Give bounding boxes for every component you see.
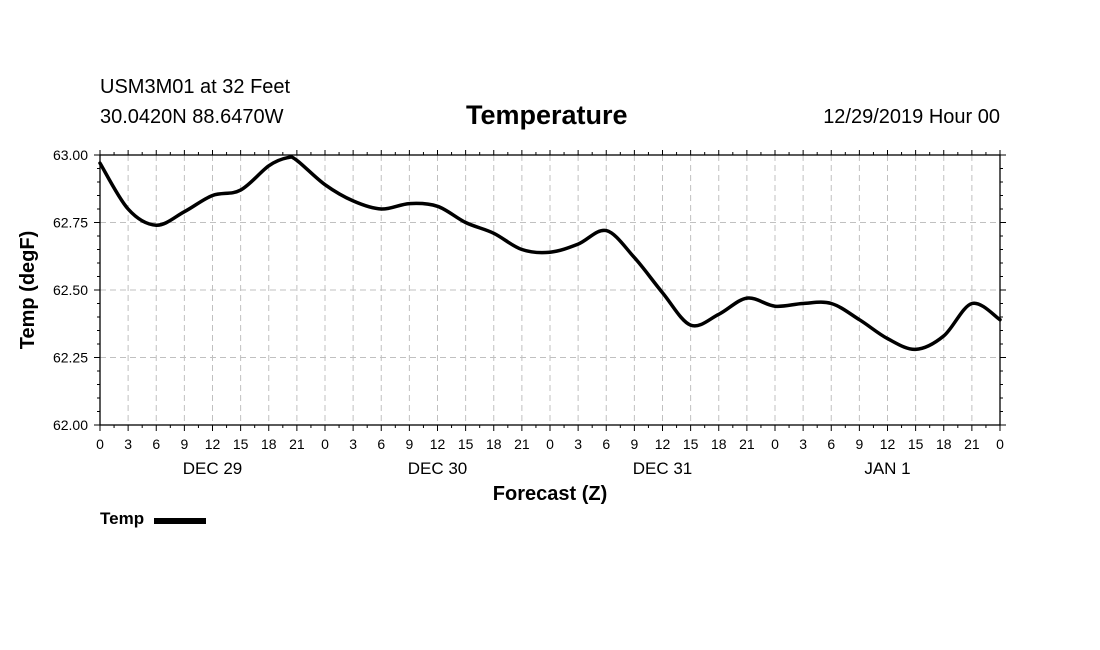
day-label: DEC 29 [183, 459, 243, 478]
x-tick-label: 21 [739, 436, 755, 452]
x-tick-label: 3 [574, 436, 582, 452]
x-tick-label: 0 [546, 436, 554, 452]
y-tick-label: 62.00 [53, 417, 88, 433]
series-line-temp [98, 155, 1002, 352]
x-tick-label: 12 [880, 436, 896, 452]
x-axis-label: Forecast (Z) [493, 483, 607, 505]
station-label: USM3M01 at 32 Feet [100, 76, 291, 98]
x-tick-label: 21 [514, 436, 530, 452]
day-label: JAN 1 [864, 459, 910, 478]
y-tick-label: 62.25 [53, 350, 88, 366]
x-tick-label: 15 [683, 436, 699, 452]
x-tick-label: 15 [458, 436, 474, 452]
y-tick-label: 62.50 [53, 282, 88, 298]
x-tick-label: 15 [908, 436, 924, 452]
legend: Temp [100, 509, 207, 529]
chart-title: Temperature [466, 100, 628, 130]
x-tick-label: 12 [655, 436, 671, 452]
y-axis-label: Temp (degF) [17, 231, 39, 350]
x-tick-label: 0 [96, 436, 104, 452]
x-tick-label: 0 [996, 436, 1004, 452]
y-tick-label: 62.75 [53, 215, 88, 231]
x-tick-label: 12 [430, 436, 446, 452]
x-tick-label: 12 [205, 436, 221, 452]
x-tick-label: 6 [827, 436, 835, 452]
legend-line-swatch [154, 517, 207, 524]
x-tick-label: 9 [855, 436, 863, 452]
x-tick-label: 9 [180, 436, 188, 452]
x-tick-label: 6 [602, 436, 610, 452]
x-tick-label: 18 [486, 436, 502, 452]
forecast-datetime: 12/29/2019 Hour 00 [823, 106, 1000, 128]
x-tick-label: 6 [377, 436, 385, 452]
x-tick-label: 9 [405, 436, 413, 452]
coordinates-label: 30.0420N 88.6470W [100, 106, 284, 128]
x-tick-label: 18 [261, 436, 277, 452]
x-tick-label: 3 [799, 436, 807, 452]
x-tick-label: 15 [233, 436, 249, 452]
x-tick-label: 6 [152, 436, 160, 452]
x-tick-label: 0 [321, 436, 329, 452]
x-tick-label: 0 [771, 436, 779, 452]
x-tick-label: 3 [124, 436, 132, 452]
legend-label: Temp [100, 509, 145, 528]
x-tick-label: 18 [936, 436, 952, 452]
day-label: DEC 31 [633, 459, 693, 478]
x-tick-label: 21 [964, 436, 980, 452]
day-label: DEC 30 [408, 459, 468, 478]
y-tick-label: 63.00 [53, 147, 88, 163]
x-tick-label: 18 [711, 436, 727, 452]
x-tick-label: 9 [630, 436, 638, 452]
x-tick-label: 21 [289, 436, 305, 452]
x-tick-label: 3 [349, 436, 357, 452]
